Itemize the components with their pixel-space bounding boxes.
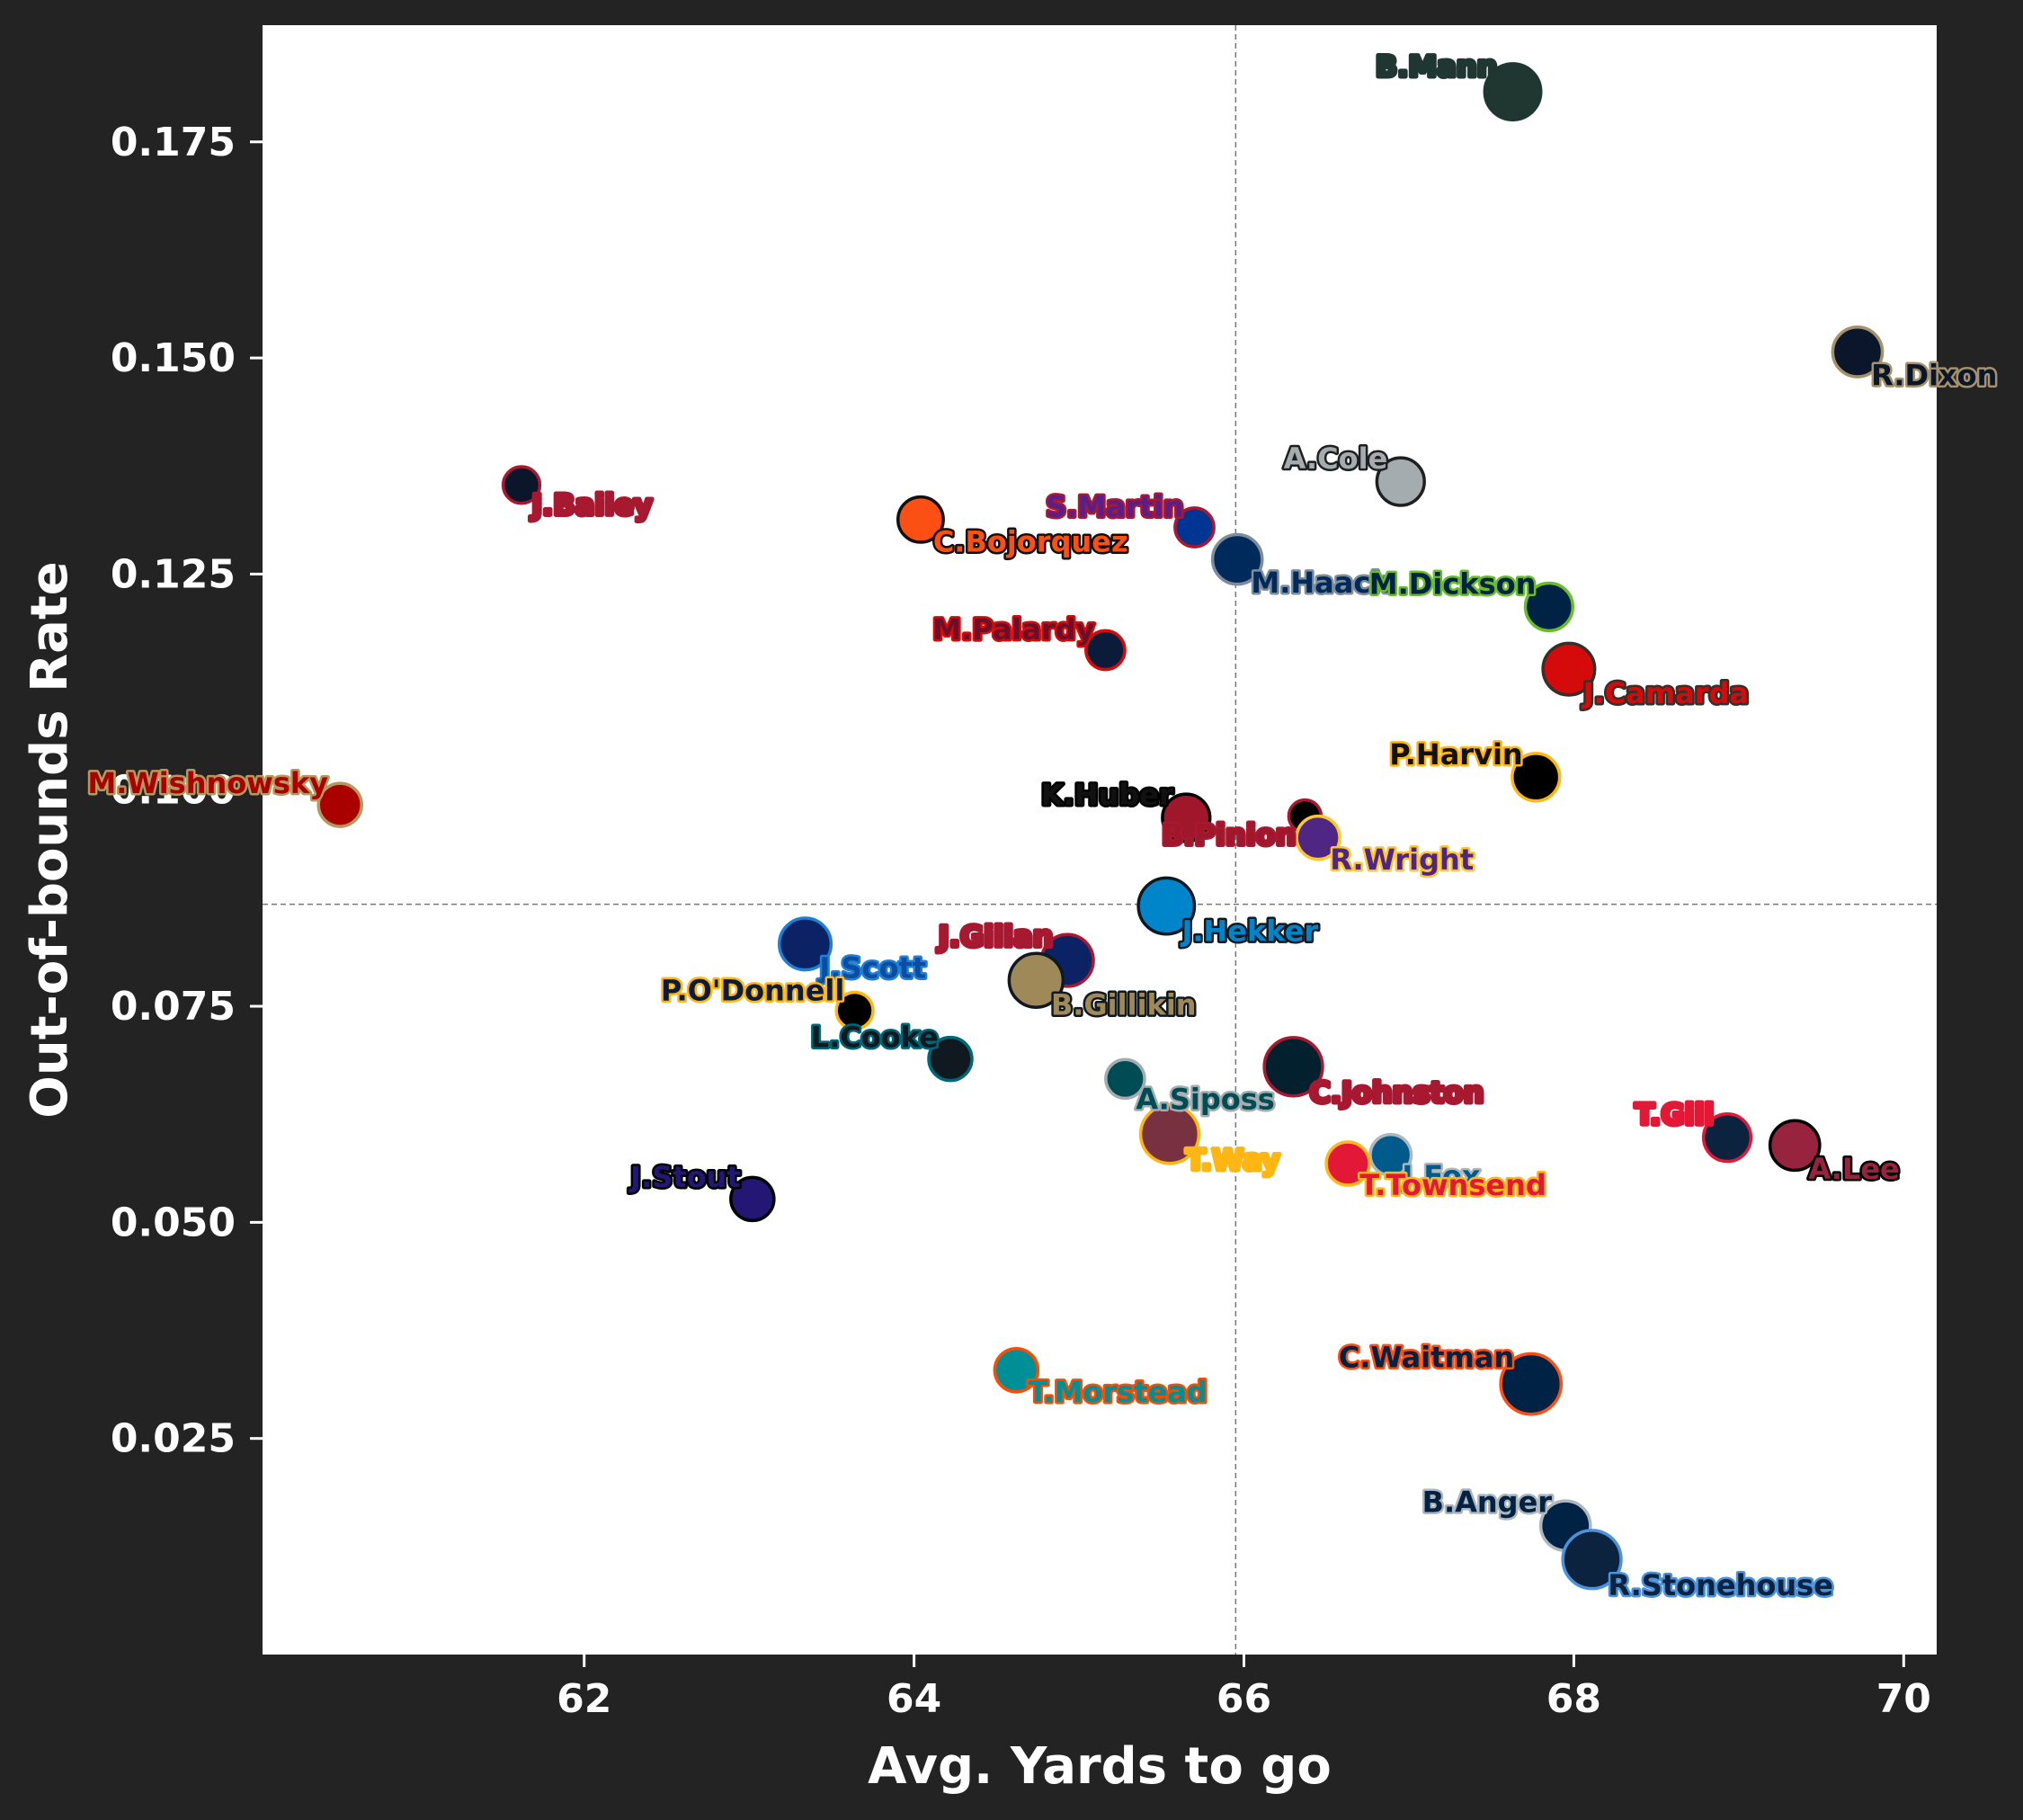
point-marker bbox=[1375, 456, 1426, 507]
point-label: C.Johnston bbox=[1309, 1075, 1484, 1110]
point-marker bbox=[1368, 1132, 1413, 1177]
point-label: B.Pinion bbox=[1162, 817, 1296, 852]
point-marker bbox=[1831, 326, 1885, 379]
point-label: T.Gill bbox=[1635, 1098, 1714, 1132]
point-marker bbox=[1511, 752, 1562, 803]
point-label: P.Harvin bbox=[1389, 737, 1523, 772]
point-label: A.Lee bbox=[1808, 1152, 1899, 1186]
point-label: J.Gillan bbox=[937, 919, 1054, 953]
point-marker bbox=[316, 781, 363, 828]
point-label: M.Dickson bbox=[1369, 567, 1537, 601]
point-marker bbox=[1483, 62, 1543, 121]
point-marker bbox=[1161, 792, 1212, 843]
point-label: T.Way bbox=[1186, 1143, 1280, 1177]
point-label: M.Palardy bbox=[932, 612, 1094, 647]
x-tick-label: 66 bbox=[1216, 1676, 1271, 1722]
point-label: B.Gillikin bbox=[1051, 988, 1197, 1022]
plot-area bbox=[263, 25, 1937, 1655]
x-axis-title: Avg. Yards to go bbox=[868, 1737, 1332, 1796]
point-marker bbox=[729, 1175, 776, 1223]
point-label: R.Wright bbox=[1330, 843, 1474, 877]
point-label: P.O'Donnell bbox=[661, 974, 844, 1008]
y-tick-label: 0.100 bbox=[111, 768, 236, 814]
point-marker bbox=[1541, 641, 1597, 697]
point-marker bbox=[1210, 532, 1264, 586]
point-label: L.Cooke bbox=[811, 1020, 939, 1054]
x-tick-label: 62 bbox=[557, 1676, 611, 1722]
point-label: B.Anger bbox=[1422, 1485, 1553, 1520]
point-label: B.Mann bbox=[1376, 49, 1498, 84]
point-marker bbox=[1295, 814, 1341, 861]
point-marker bbox=[1104, 1057, 1146, 1101]
x-tick-label: 64 bbox=[887, 1676, 941, 1722]
point-label: R.Dixon bbox=[1871, 359, 1997, 393]
y-tick-label: 0.150 bbox=[111, 335, 236, 381]
point-marker bbox=[1084, 629, 1127, 672]
point-label: C.Waitman bbox=[1339, 1341, 1514, 1375]
y-tick-label: 0.175 bbox=[111, 120, 236, 165]
point-label: T.Townsend bbox=[1359, 1168, 1546, 1202]
point-marker bbox=[927, 1035, 974, 1083]
point-marker bbox=[1701, 1112, 1753, 1164]
point-label: J.Stout bbox=[628, 1160, 740, 1194]
point-marker bbox=[1262, 1036, 1324, 1098]
point-label: M.Wishnowsky bbox=[87, 766, 328, 800]
point-label: K.Huber bbox=[1041, 778, 1173, 812]
point-label: S.Martin bbox=[1046, 490, 1183, 524]
point-marker bbox=[1173, 506, 1216, 549]
point-marker bbox=[1138, 1103, 1201, 1165]
point-label: J.Hekker bbox=[1180, 914, 1318, 949]
x-tick-label: 68 bbox=[1546, 1676, 1601, 1722]
point-label: J.Camarda bbox=[1582, 676, 1749, 710]
x-tick-label: 70 bbox=[1876, 1676, 1931, 1722]
y-tick-label: 0.050 bbox=[111, 1200, 236, 1245]
point-marker bbox=[993, 1346, 1040, 1394]
point-marker bbox=[1136, 876, 1197, 936]
point-marker bbox=[501, 465, 542, 505]
point-marker bbox=[1499, 1352, 1564, 1416]
point-label: J.Scott bbox=[817, 951, 926, 986]
point-marker bbox=[1561, 1529, 1623, 1591]
y-axis-title: Out-of-bounds Rate bbox=[21, 561, 79, 1118]
point-marker bbox=[1523, 581, 1575, 633]
point-label: A.Cole bbox=[1284, 442, 1388, 476]
point-marker bbox=[777, 916, 833, 972]
point-label: J.Fox bbox=[1400, 1159, 1481, 1193]
point-marker bbox=[1007, 951, 1065, 1009]
point-label: A.Siposs bbox=[1136, 1083, 1275, 1117]
y-tick-label: 0.125 bbox=[111, 551, 236, 597]
point-label: J.Bailey bbox=[530, 488, 653, 522]
point-marker bbox=[1768, 1119, 1822, 1173]
point-marker bbox=[896, 495, 945, 544]
point-label: T.Morstead bbox=[1029, 1375, 1208, 1409]
point-label: C.Bojorquez bbox=[933, 525, 1128, 559]
point-label: R.Stonehouse bbox=[1608, 1568, 1833, 1602]
y-tick-label: 0.025 bbox=[111, 1416, 236, 1462]
y-tick-label: 0.075 bbox=[111, 984, 236, 1030]
point-marker bbox=[834, 990, 875, 1031]
point-label: M.Haack bbox=[1251, 566, 1390, 600]
point-marker bbox=[1324, 1140, 1371, 1187]
